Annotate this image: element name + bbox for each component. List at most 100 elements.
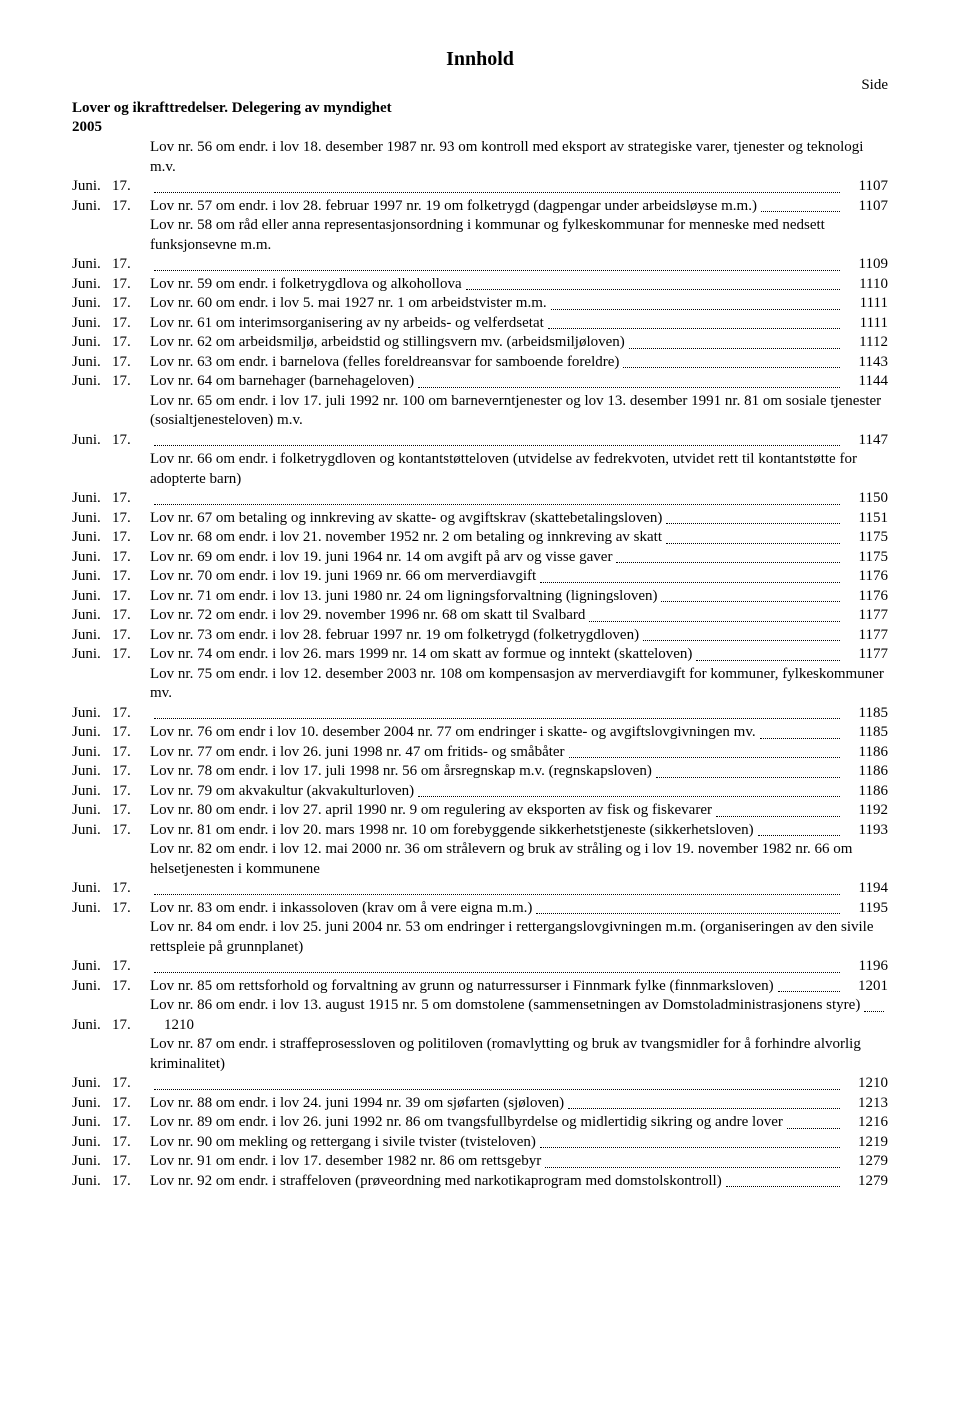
entry-body: Lov nr. 75 om endr. i lov 12. desember 2… — [150, 665, 888, 724]
toc-page: Innhold Side Lover og ikrafttredelser. D… — [0, 0, 960, 1239]
entry-date: Juni. 17. — [72, 587, 150, 607]
entry-body: Lov nr. 86 om endr. i lov 13. august 191… — [150, 996, 888, 1035]
toc-entry: Juni. 17.Lov nr. 84 om endr. i lov 25. j… — [72, 918, 888, 977]
leader-dots — [418, 387, 840, 388]
entry-title: Lov nr. 59 om endr. i folketrygdlova og … — [150, 275, 462, 295]
toc-entry: Juni. 17.Lov nr. 66 om endr. i folketryg… — [72, 450, 888, 509]
leader-dots — [656, 777, 840, 778]
entry-body: Lov nr. 91 om endr. i lov 17. desember 1… — [150, 1152, 888, 1172]
entry-date: Juni. 17. — [72, 957, 150, 977]
entry-title: Lov nr. 89 om endr. i lov 26. juni 1992 … — [150, 1113, 783, 1133]
toc-entry: Juni. 17.Lov nr. 72 om endr. i lov 29. n… — [72, 606, 888, 626]
leader-dots — [696, 660, 840, 661]
entry-body: Lov nr. 92 om endr. i straffeloven (prøv… — [150, 1172, 888, 1192]
entry-body: Lov nr. 56 om endr. i lov 18. desember 1… — [150, 138, 888, 197]
entry-date: Juni. 17. — [72, 528, 150, 548]
toc-entry: Juni. 17.Lov nr. 56 om endr. i lov 18. d… — [72, 138, 888, 197]
entry-body: Lov nr. 61 om interimsorganisering av ny… — [150, 314, 888, 334]
leader-dots — [643, 640, 840, 641]
entry-title: Lov nr. 63 om endr. i barnelova (felles … — [150, 353, 619, 373]
section-year: 2005 — [72, 119, 888, 136]
entry-page: 1194 — [844, 879, 888, 899]
toc-entry: Juni. 17.Lov nr. 90 om mekling og retter… — [72, 1133, 888, 1153]
leader-dots — [540, 582, 840, 583]
leader-dots — [568, 1108, 840, 1109]
leader-dots — [466, 289, 840, 290]
entry-date: Juni. 17. — [72, 177, 150, 197]
entry-title: Lov nr. 85 om rettsforhold og forvaltnin… — [150, 977, 774, 997]
leader-dots — [589, 621, 840, 622]
entry-page: 1144 — [844, 372, 888, 392]
leader-dots — [761, 211, 840, 212]
toc-entry: Juni. 17.Lov nr. 91 om endr. i lov 17. d… — [72, 1152, 888, 1172]
leader-dots — [787, 1128, 840, 1129]
entry-page: 1112 — [844, 333, 888, 353]
entry-title: Lov nr. 57 om endr. i lov 28. februar 19… — [150, 197, 757, 217]
entry-title: Lov nr. 88 om endr. i lov 24. juni 1994 … — [150, 1094, 564, 1114]
entry-title: Lov nr. 84 om endr. i lov 25. juni 2004 … — [150, 918, 888, 957]
entry-title: Lov nr. 90 om mekling og rettergang i si… — [150, 1133, 536, 1153]
side-label: Side — [72, 77, 888, 94]
toc-entry: Juni. 17.Lov nr. 92 om endr. i straffelo… — [72, 1172, 888, 1192]
leader-dots — [548, 328, 840, 329]
leader-dots — [154, 894, 840, 895]
entry-date: Juni. 17. — [72, 1152, 150, 1172]
entry-date: Juni. 17. — [72, 645, 150, 665]
entry-page: 1186 — [844, 782, 888, 802]
entry-body: Lov nr. 90 om mekling og rettergang i si… — [150, 1133, 888, 1153]
entry-body: Lov nr. 67 om betaling og innkreving av … — [150, 509, 888, 529]
leader-dots — [716, 816, 840, 817]
toc-entry: Juni. 17.Lov nr. 68 om endr. i lov 21. n… — [72, 528, 888, 548]
entry-date: Juni. 17. — [72, 782, 150, 802]
toc-entry: Juni. 17.Lov nr. 64 om barnehager (barne… — [72, 372, 888, 392]
toc-entry: Juni. 17.Lov nr. 77 om endr. i lov 26. j… — [72, 743, 888, 763]
entry-title: Lov nr. 74 om endr. i lov 26. mars 1999 … — [150, 645, 692, 665]
leader-dots — [758, 835, 840, 836]
entry-body: Lov nr. 70 om endr. i lov 19. juni 1969 … — [150, 567, 888, 587]
leader-dots — [864, 1011, 884, 1012]
entry-body: Lov nr. 66 om endr. i folketrygdloven og… — [150, 450, 888, 509]
entry-page: 1185 — [844, 723, 888, 743]
entry-title: Lov nr. 60 om endr. i lov 5. mai 1927 nr… — [150, 294, 547, 314]
entry-title: Lov nr. 71 om endr. i lov 13. juni 1980 … — [150, 587, 657, 607]
entry-title: Lov nr. 79 om akvakultur (akvakulturlove… — [150, 782, 414, 802]
entry-body: Lov nr. 77 om endr. i lov 26. juni 1998 … — [150, 743, 888, 763]
entry-title: Lov nr. 69 om endr. i lov 19. juni 1964 … — [150, 548, 612, 568]
toc-entry: Juni. 17.Lov nr. 87 om endr. i straffepr… — [72, 1035, 888, 1094]
entry-date: Juni. 17. — [72, 567, 150, 587]
entry-page: 1279 — [844, 1152, 888, 1172]
entry-page: 1176 — [844, 567, 888, 587]
entry-title: Lov nr. 73 om endr. i lov 28. februar 19… — [150, 626, 639, 646]
entry-date: Juni. 17. — [72, 548, 150, 568]
entry-page: 1186 — [844, 743, 888, 763]
entry-title: Lov nr. 64 om barnehager (barnehageloven… — [150, 372, 414, 392]
entry-body: Lov nr. 68 om endr. i lov 21. november 1… — [150, 528, 888, 548]
entry-title: Lov nr. 78 om endr. i lov 17. juli 1998 … — [150, 762, 652, 782]
leader-dots — [760, 738, 840, 739]
toc-entry: Juni. 17.Lov nr. 59 om endr. i folketryg… — [72, 275, 888, 295]
entry-date: Juni. 17. — [72, 626, 150, 646]
toc-entry: Juni. 17.Lov nr. 86 om endr. i lov 13. a… — [72, 996, 888, 1035]
entry-date: Juni. 17. — [72, 333, 150, 353]
entry-body: Lov nr. 58 om råd eller anna representas… — [150, 216, 888, 275]
entry-page: 1147 — [844, 431, 888, 451]
entry-page: 1279 — [844, 1172, 888, 1192]
entry-body: Lov nr. 59 om endr. i folketrygdlova og … — [150, 275, 888, 295]
toc-entry: Juni. 17.Lov nr. 76 om endr i lov 10. de… — [72, 723, 888, 743]
entry-date: Juni. 17. — [72, 275, 150, 295]
leader-dots — [536, 913, 840, 914]
entry-date: Juni. 17. — [72, 704, 150, 724]
toc-entry: Juni. 17.Lov nr. 58 om råd eller anna re… — [72, 216, 888, 275]
leader-dots — [623, 367, 840, 368]
entry-page: 1177 — [844, 626, 888, 646]
entry-body: Lov nr. 63 om endr. i barnelova (felles … — [150, 353, 888, 373]
page-title: Innhold — [72, 48, 888, 71]
entry-page: 1195 — [844, 899, 888, 919]
entry-date: Juni. 17. — [72, 743, 150, 763]
leader-dots — [154, 192, 840, 193]
entry-title: Lov nr. 76 om endr i lov 10. desember 20… — [150, 723, 756, 743]
entry-page: 1196 — [844, 957, 888, 977]
entry-date: Juni. 17. — [72, 314, 150, 334]
entry-page: 1150 — [844, 489, 888, 509]
entry-page: 1193 — [844, 821, 888, 841]
